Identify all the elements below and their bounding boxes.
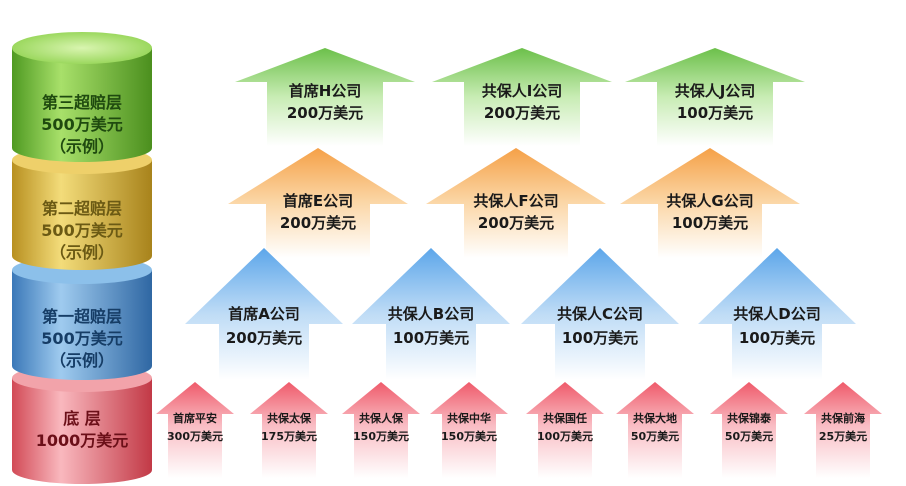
arrow-base-2-amount: 175万美元 xyxy=(261,430,317,443)
arrow-first-a: 首席A公司 200万美元 xyxy=(185,248,343,380)
second-layer-cylinder xyxy=(12,160,152,270)
arrow-second-e-name: 首席E公司 xyxy=(282,192,354,210)
base-layer-label: 底 层 1000万美元 xyxy=(12,408,152,452)
third-layer-label: 第三超赔层 500万美元 （示例） xyxy=(12,92,152,158)
arrow-first-a-name: 首席A公司 xyxy=(228,305,300,323)
arrow-base-3-name: 共保人保 xyxy=(359,412,403,425)
arrow-base-5: 共保国任 100万美元 xyxy=(526,382,604,478)
third-layer-name: 第三超赔层 xyxy=(41,93,122,112)
arrow-top-i-amount: 200万美元 xyxy=(483,104,561,122)
arrow-top-j: 共保人J公司 100万美元 xyxy=(625,48,805,146)
arrow-first-d: 共保人D公司 100万美元 xyxy=(698,248,856,380)
third-layer-note: （示例） xyxy=(49,137,114,156)
arrow-base-4: 共保中华 150万美元 xyxy=(430,382,508,478)
third-layer-cylinder xyxy=(12,48,152,162)
arrow-base-6-amount: 50万美元 xyxy=(630,430,680,443)
arrow-top-i: 共保人I公司 200万美元 xyxy=(432,48,612,146)
second-layer-note: （示例） xyxy=(49,243,114,262)
arrow-base-2-name: 共保太保 xyxy=(267,412,311,425)
arrow-base-3-amount: 150万美元 xyxy=(353,430,409,443)
arrow-base-8: 共保前海 25万美元 xyxy=(804,382,882,478)
arrow-base-8-name: 共保前海 xyxy=(821,412,865,425)
arrow-top-h-name: 首席H公司 xyxy=(288,82,362,100)
arrow-first-d-name: 共保人D公司 xyxy=(733,305,821,323)
arrow-base-3: 共保人保 150万美元 xyxy=(342,382,420,478)
arrow-second-e-amount: 200万美元 xyxy=(279,214,357,232)
first-layer-note: （示例） xyxy=(49,351,114,370)
arrow-base-2: 共保太保 175万美元 xyxy=(250,382,328,478)
arrow-first-b-amount: 100万美元 xyxy=(392,329,470,347)
arrow-base-4-amount: 150万美元 xyxy=(441,430,497,443)
arrow-first-d-amount: 100万美元 xyxy=(738,329,816,347)
arrow-first-a-amount: 200万美元 xyxy=(225,329,303,347)
arrow-first-c-name: 共保人C公司 xyxy=(556,305,643,323)
arrow-second-e: 首席E公司 200万美元 xyxy=(228,148,408,258)
arrow-base-1: 首席平安 300万美元 xyxy=(156,382,234,478)
arrow-base-7: 共保锦泰 50万美元 xyxy=(710,382,788,478)
arrow-second-g: 共保人G公司 100万美元 xyxy=(620,148,800,258)
first-layer-label: 第一超赔层 500万美元 （示例） xyxy=(12,306,152,372)
arrow-first-c: 共保人C公司 100万美元 xyxy=(521,248,679,380)
arrow-first-b-name: 共保人B公司 xyxy=(387,305,475,323)
arrow-top-i-name: 共保人I公司 xyxy=(481,82,563,100)
arrow-base-4-name: 共保中华 xyxy=(447,412,491,425)
arrow-base-5-amount: 100万美元 xyxy=(537,430,593,443)
first-layer-cylinder xyxy=(12,270,152,380)
arrow-base-8-amount: 25万美元 xyxy=(818,430,868,443)
arrow-first-c-amount: 100万美元 xyxy=(561,329,639,347)
arrow-second-f: 共保人F公司 200万美元 xyxy=(426,148,606,258)
first-layer-name: 第一超赔层 xyxy=(41,307,122,326)
arrow-base-1-amount: 300万美元 xyxy=(167,430,223,443)
arrow-first-b: 共保人B公司 100万美元 xyxy=(352,248,510,380)
first-layer-amount: 500万美元 xyxy=(41,329,123,348)
base-layer-amount: 1000万美元 xyxy=(35,431,129,450)
arrow-base-6: 共保大地 50万美元 xyxy=(616,382,694,478)
arrow-second-f-amount: 200万美元 xyxy=(477,214,555,232)
arrow-base-5-name: 共保国任 xyxy=(543,412,587,425)
base-layer-cylinder xyxy=(12,378,152,484)
arrow-second-g-amount: 100万美元 xyxy=(671,214,749,232)
arrow-base-7-name: 共保锦泰 xyxy=(727,412,771,425)
base-layer-name: 底 层 xyxy=(63,409,101,428)
arrow-top-h: 首席H公司 200万美元 xyxy=(235,48,415,146)
second-layer-amount: 500万美元 xyxy=(41,221,123,240)
arrow-top-j-amount: 100万美元 xyxy=(676,104,754,122)
arrow-second-g-name: 共保人G公司 xyxy=(666,192,754,210)
arrow-second-f-name: 共保人F公司 xyxy=(473,192,559,210)
arrow-top-h-amount: 200万美元 xyxy=(286,104,364,122)
arrow-top-j-name: 共保人J公司 xyxy=(674,82,756,100)
third-layer-amount: 500万美元 xyxy=(41,115,123,134)
second-layer-name: 第二超赔层 xyxy=(41,199,122,218)
second-layer-label: 第二超赔层 500万美元 （示例） xyxy=(12,198,152,264)
third-layer-top xyxy=(12,32,152,64)
arrow-base-6-name: 共保大地 xyxy=(633,412,677,425)
arrow-base-1-name: 首席平安 xyxy=(173,412,217,425)
arrow-base-7-amount: 50万美元 xyxy=(724,430,774,443)
